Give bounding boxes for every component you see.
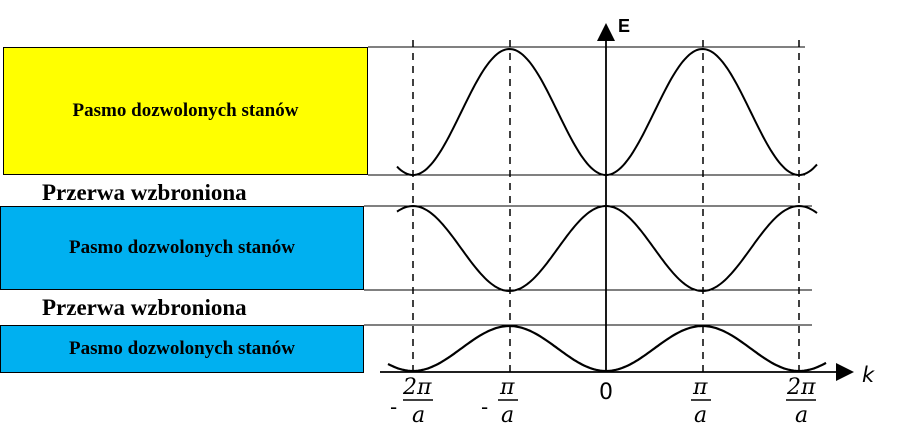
dispersion-curve-lower: [387, 324, 827, 373]
forbidden-gap-upper-label: Przerwa wzbroniona: [42, 180, 247, 205]
svg-text:2π: 2π: [402, 375, 432, 400]
band-edge-lines: [364, 46, 812, 326]
svg-text:π: π: [499, 375, 515, 400]
tick-neg-2pi: - 2π a: [390, 375, 433, 428]
tick-neg-pi: - π a: [481, 375, 518, 428]
svg-text:2π: 2π: [786, 375, 816, 400]
svg-text:π: π: [692, 375, 708, 400]
forbidden-gap-lower-label: Przerwa wzbroniona: [42, 295, 247, 320]
tick-pos-2pi: 2π a: [786, 375, 816, 428]
allowed-band-upper: Pasmo dozwolonych stanów: [3, 47, 368, 175]
svg-text:a: a: [795, 403, 808, 428]
tick-pos-pi: π a: [691, 375, 711, 428]
dispersion-curve-upper: [396, 47, 818, 177]
svg-text:-: -: [390, 395, 397, 419]
svg-text:0: 0: [599, 380, 613, 405]
svg-text:a: a: [694, 403, 707, 428]
dispersion-curve-middle: [396, 204, 818, 293]
allowed-band-lower: Pasmo dozwolonych stanów: [0, 325, 364, 373]
allowed-band-lower-label: Pasmo dozwolonych stanów: [69, 338, 295, 359]
svg-text:a: a: [501, 403, 514, 428]
allowed-band-upper-label: Pasmo dozwolonych stanów: [72, 100, 299, 121]
allowed-band-middle: Pasmo dozwolonych stanów: [0, 206, 364, 290]
svg-text:a: a: [412, 403, 425, 428]
tick-zero: 0: [599, 380, 613, 405]
zone-boundary-lines: [412, 40, 800, 372]
k-axis-label: k: [862, 363, 875, 387]
e-axis-label: E: [618, 16, 630, 36]
allowed-band-middle-label: Pasmo dozwolonych stanów: [69, 237, 295, 258]
svg-text:-: -: [481, 395, 488, 419]
